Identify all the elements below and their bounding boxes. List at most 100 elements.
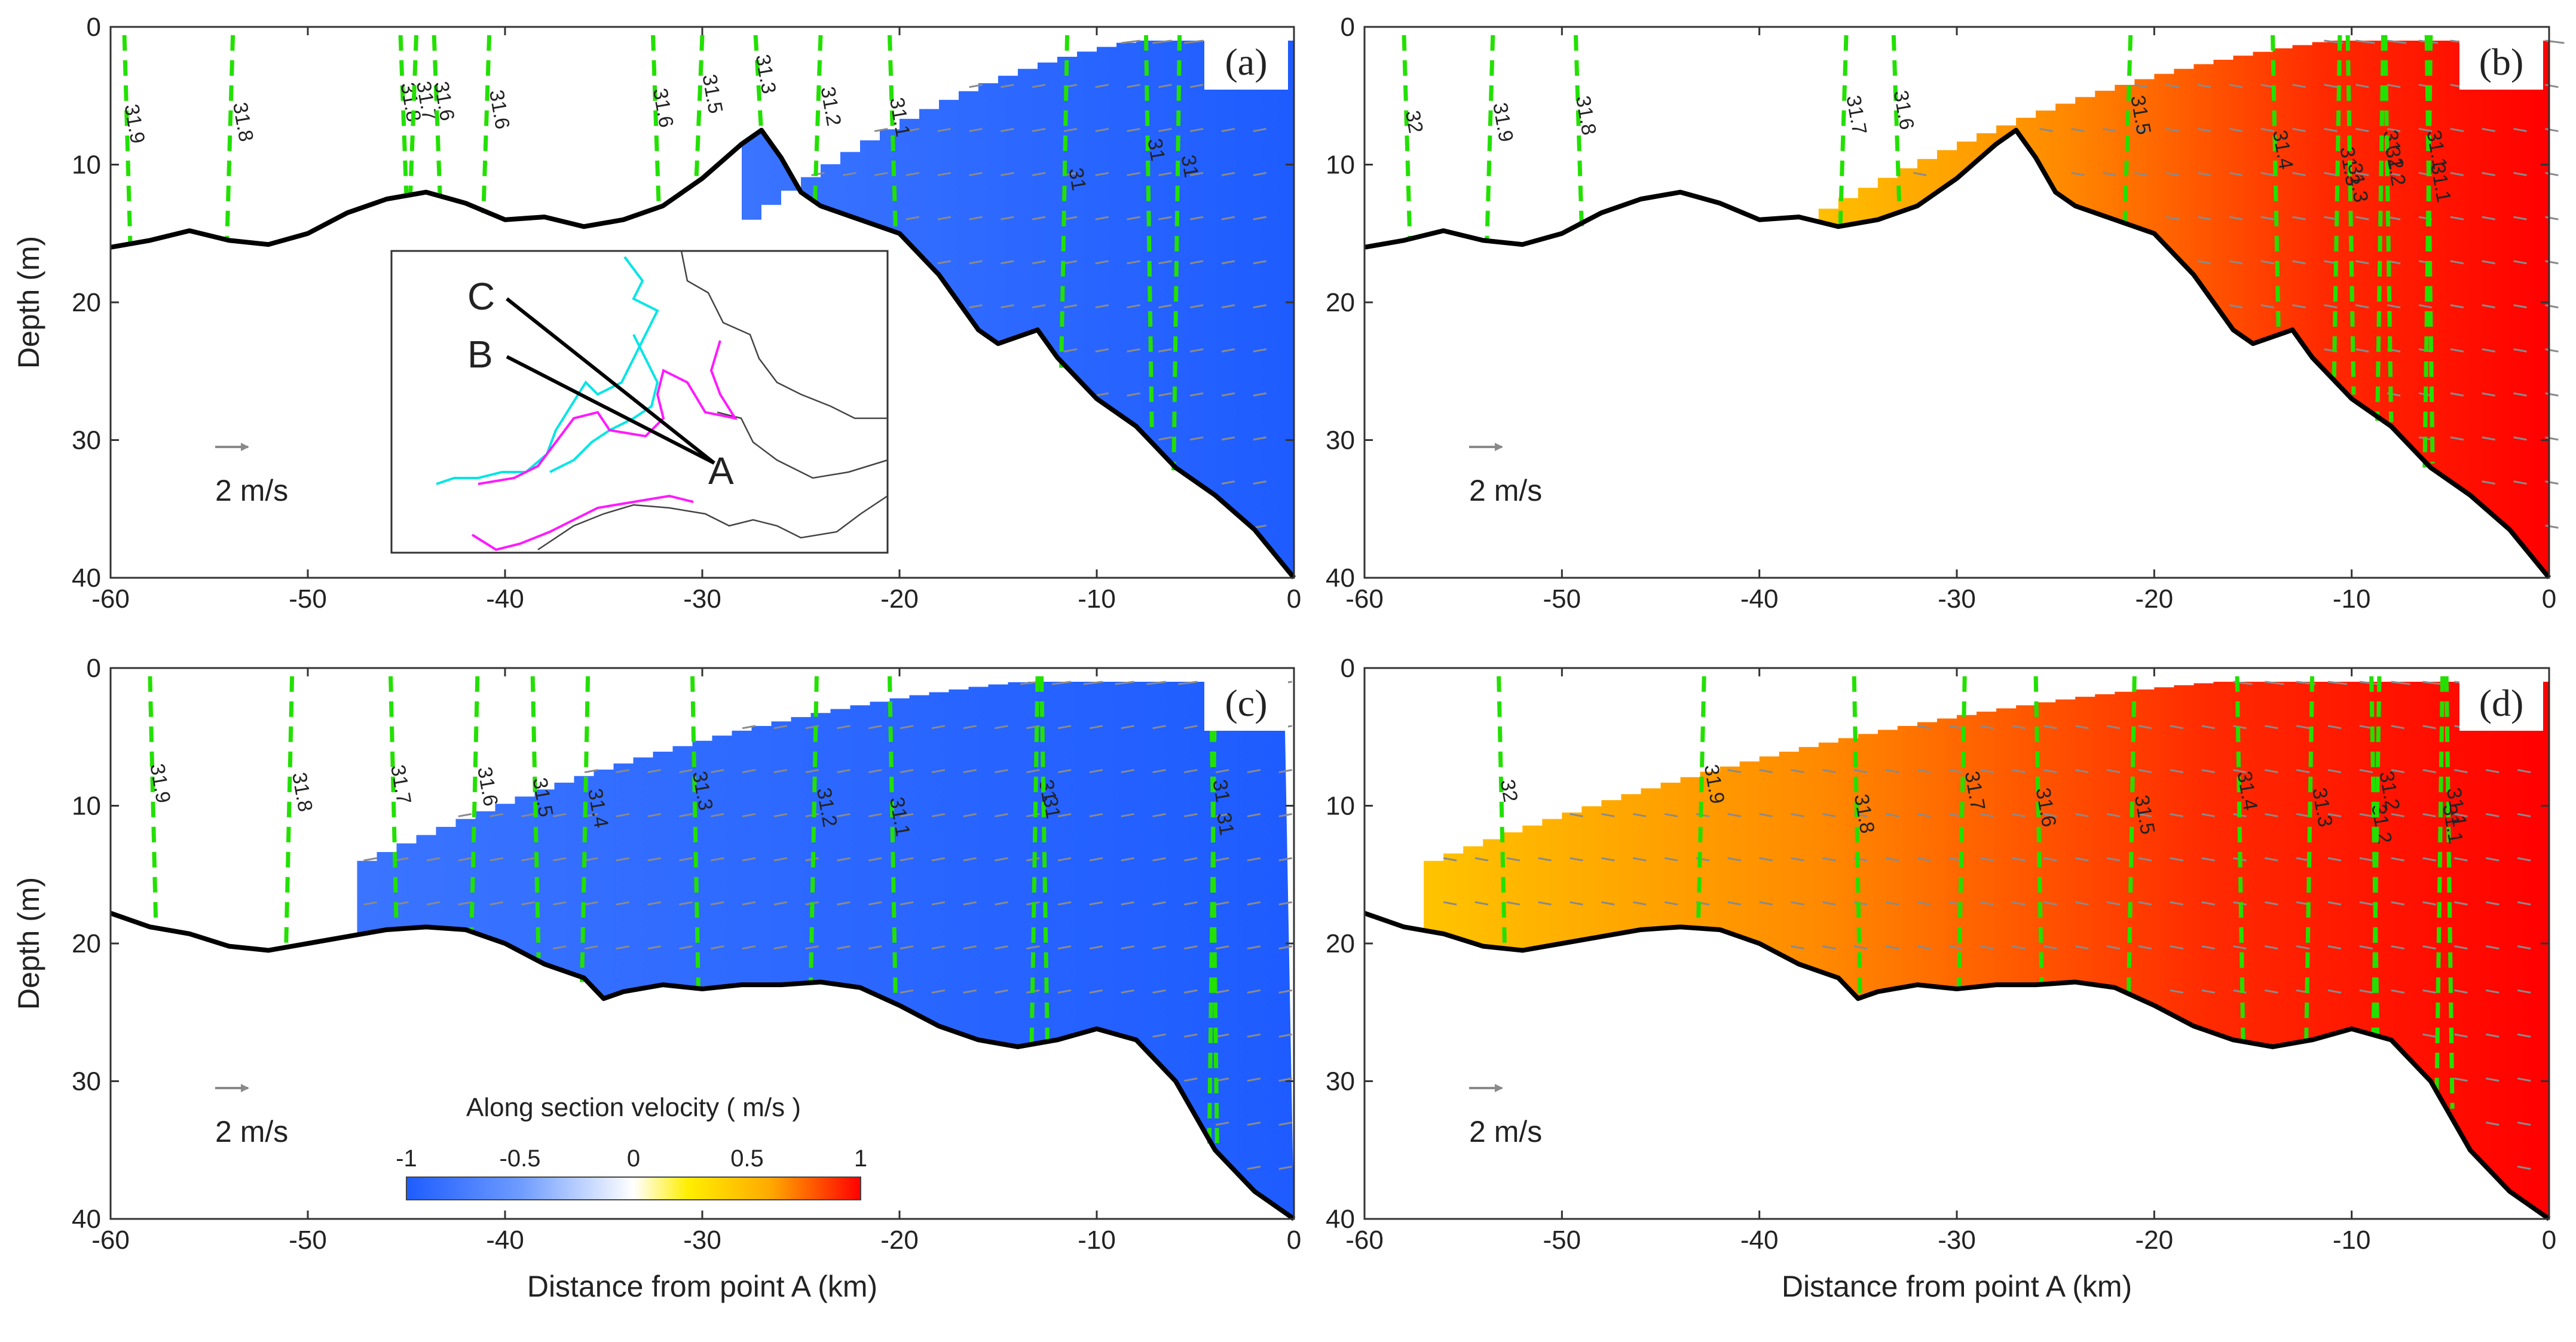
velocity-vector	[2039, 128, 2054, 133]
velocity-vector	[2513, 216, 2527, 220]
velocity-vector	[742, 813, 756, 817]
velocity-vector	[773, 901, 788, 906]
velocity-vector	[2296, 769, 2310, 774]
velocity-vector	[1158, 348, 1172, 353]
velocity-vector	[1278, 901, 1292, 906]
y-tick-label: 40	[72, 563, 101, 593]
velocity-vector	[2292, 171, 2306, 176]
velocity-vector	[1822, 813, 1836, 817]
y-tick-label: 40	[1326, 1205, 1355, 1234]
velocity-vector	[2292, 128, 2306, 133]
isohaline-line	[2122, 35, 2133, 226]
scale-arrow-head	[1495, 443, 1503, 452]
velocity-vector	[1917, 945, 1931, 950]
velocity-vector	[2454, 857, 2468, 862]
velocity-vector	[2391, 857, 2405, 862]
velocity-vector	[2327, 769, 2342, 774]
inset-map: C B A	[390, 250, 889, 554]
velocity-vector	[1189, 304, 1204, 309]
velocity-vector	[1063, 348, 1078, 353]
scale-arrow-head	[1495, 1084, 1503, 1093]
x-tick-label: -50	[1543, 584, 1581, 614]
velocity-vector	[1184, 725, 1198, 730]
velocity-vector	[2197, 171, 2211, 176]
velocity-vector	[1570, 813, 1583, 817]
isohaline-line	[1039, 676, 1050, 1043]
isohaline-line	[2424, 35, 2435, 464]
velocity-vector	[2043, 945, 2057, 950]
velocity-vector	[2391, 725, 2405, 730]
velocity-vector	[1664, 813, 1678, 817]
velocity-vector	[2486, 901, 2499, 906]
x-tick-label: -50	[1543, 1225, 1581, 1255]
inset-cyan-contour	[436, 256, 659, 485]
velocity-vector	[1980, 725, 1994, 730]
velocity-vector	[1247, 989, 1261, 994]
velocity-vector	[1221, 392, 1235, 397]
isohaline-label: 32	[1495, 778, 1522, 804]
velocity-vector	[1189, 216, 1204, 220]
isohaline-line	[2375, 35, 2386, 421]
isohaline-label: 31	[1143, 137, 1169, 163]
velocity-vector	[2486, 857, 2499, 862]
isohaline-line	[284, 676, 295, 946]
velocity-vector	[2422, 1033, 2436, 1038]
velocity-vector	[1089, 769, 1103, 774]
velocity-vector	[900, 813, 914, 817]
isohaline-label: 31.7	[1841, 94, 1871, 137]
velocity-vector	[2229, 260, 2243, 265]
velocity-vector	[2103, 171, 2116, 176]
velocity-vector	[995, 945, 1008, 950]
velocity-vector	[2201, 769, 2215, 774]
velocity-vector	[2229, 128, 2243, 133]
velocity-vector	[1127, 128, 1140, 133]
velocity-vector	[458, 813, 472, 817]
velocity-vector	[1601, 813, 1615, 817]
velocity-vector	[2134, 128, 2148, 133]
velocity-vector	[1885, 901, 1899, 906]
velocity-vector	[2454, 1077, 2468, 1082]
velocity-vector	[2165, 171, 2180, 176]
velocity-vector	[616, 769, 630, 774]
velocity-vector	[2075, 945, 2089, 950]
velocity-vector	[1221, 128, 1235, 133]
velocity-vector	[1152, 901, 1166, 906]
velocity-vector	[963, 769, 977, 774]
velocity-vector	[1538, 901, 1552, 906]
velocity-vector	[1759, 769, 1773, 774]
velocity-vector	[2134, 171, 2148, 176]
isohaline-line	[1171, 35, 1182, 471]
velocity-vector	[489, 813, 503, 817]
velocity-vector	[2260, 304, 2274, 309]
x-tick-label: -30	[1938, 1225, 1976, 1255]
velocity-vector	[2450, 216, 2464, 220]
velocity-vector	[2355, 128, 2369, 133]
velocity-vector	[1095, 392, 1109, 397]
velocity-vector	[2229, 304, 2243, 309]
velocity-vector	[553, 813, 567, 817]
velocity-vector	[2422, 681, 2442, 685]
velocity-vector	[742, 725, 756, 730]
panel-label: (c)	[1225, 682, 1267, 724]
isohaline-line	[2304, 676, 2315, 1040]
velocity-vector	[1152, 1033, 1166, 1038]
velocity-vector	[937, 216, 952, 220]
velocity-vector	[2545, 392, 2559, 397]
isohaline-line	[1956, 676, 1967, 988]
velocity-vector	[2513, 348, 2527, 353]
velocity-vector	[1026, 945, 1040, 950]
velocity-vector	[900, 857, 914, 862]
isohaline-line	[2345, 35, 2356, 395]
velocity-vector	[2043, 725, 2057, 730]
panel-b: 32 31.9 31.8 31.7 31.6 31.531.4 31.331.331.231…	[1326, 13, 2565, 614]
isohaline-line	[1891, 35, 1902, 215]
velocity-vector	[1215, 1122, 1229, 1126]
velocity-vector	[1095, 84, 1109, 88]
velocity-vector	[2201, 725, 2215, 730]
velocity-vector	[2106, 769, 2121, 774]
velocity-vector	[2138, 945, 2152, 950]
velocity-vector	[1032, 304, 1046, 309]
velocity-vector	[1051, 681, 1072, 685]
velocity-vector	[1253, 480, 1267, 485]
x-tick-label: -20	[880, 1225, 919, 1255]
